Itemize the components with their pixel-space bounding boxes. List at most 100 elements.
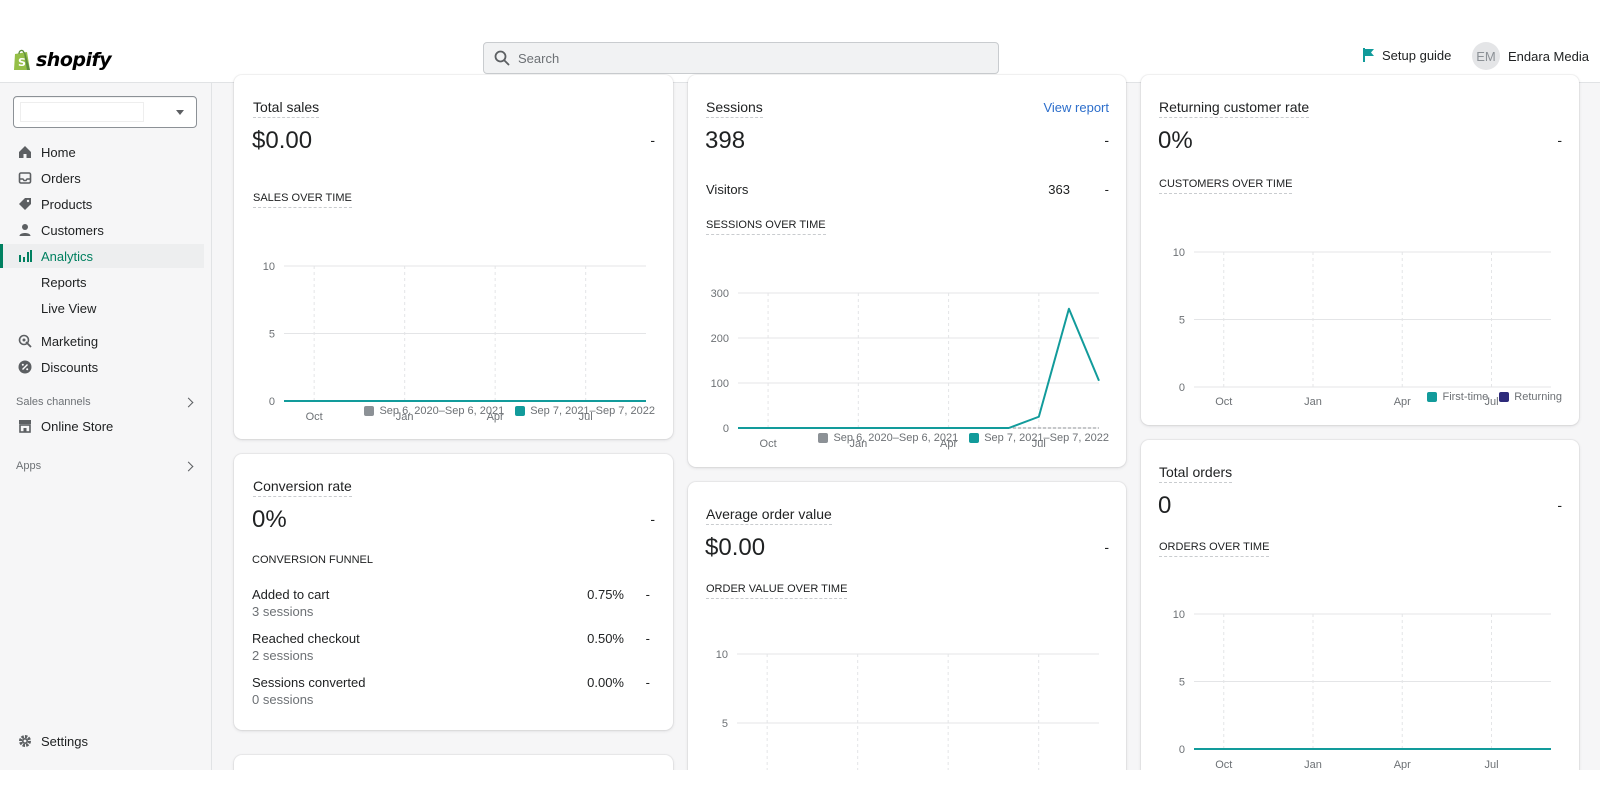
sales-channels-section[interactable]: Sales channels: [16, 396, 196, 408]
funnel-row: Reached checkout 2 sessions 0.50% -: [252, 631, 650, 663]
sidebar-subitem-live-view[interactable]: Live View: [0, 296, 204, 320]
sidebar-item-label: Analytics: [41, 249, 93, 264]
setup-guide-button[interactable]: Setup guide: [1362, 47, 1451, 63]
shopify-logo[interactable]: S shopify: [12, 45, 111, 75]
legend-swatch: [818, 433, 828, 443]
sidebar-item-customers[interactable]: Customers: [0, 218, 204, 242]
sidebar-item-label: Reports: [41, 275, 87, 290]
total-sales-card: Total sales $0.00 - SALES OVER TIME 0 5 10…: [234, 75, 673, 439]
store-name-placeholder: [20, 102, 144, 122]
orders-icon: [17, 170, 33, 186]
apps-section[interactable]: Apps: [16, 460, 196, 472]
x-tick-label: Oct: [1215, 396, 1232, 408]
sidebar-item-label: Home: [41, 145, 76, 160]
legend-label: First-time: [1442, 391, 1488, 403]
legend-label: Returning: [1514, 391, 1562, 403]
sidebar-item-analytics[interactable]: Analytics: [0, 244, 204, 268]
sidebar-item-label: Settings: [41, 734, 88, 749]
funnel-row-percent: 0.00%: [587, 675, 624, 690]
store-icon: [17, 418, 33, 434]
chevron-right-icon: [184, 397, 194, 407]
sidebar-item-label: Marketing: [41, 334, 98, 349]
marketing-icon: [17, 333, 33, 349]
tag-icon: [17, 196, 33, 212]
gear-icon: [17, 733, 33, 749]
sales-channels-label: Sales channels: [16, 396, 91, 408]
sidebar-item-label: Live View: [41, 301, 96, 316]
funnel-row-percent: 0.50%: [587, 631, 624, 646]
flag-icon: [1362, 47, 1376, 63]
search-input[interactable]: [518, 51, 978, 66]
sidebar-item-label: Products: [41, 197, 92, 212]
x-tick-label: Oct: [760, 438, 777, 450]
caret-down-icon: [176, 110, 184, 115]
user-name: Endara Media: [1508, 49, 1589, 64]
chart-legend: Sep 6, 2020–Sep 6, 2021 Sep 7, 2021–Sep …: [364, 405, 655, 417]
user-menu[interactable]: EM Endara Media: [1472, 42, 1589, 70]
legend-swatch: [969, 433, 979, 443]
returning-customer-card: Returning customer rate 0% - CUSTOMERS O…: [1141, 75, 1579, 425]
setup-guide-label: Setup guide: [1382, 48, 1451, 63]
legend-swatch: [1427, 392, 1437, 402]
apps-label: Apps: [16, 460, 41, 472]
y-tick-label: 10: [1173, 247, 1185, 259]
x-tick-label: Oct: [306, 411, 323, 423]
store-selector[interactable]: [13, 96, 197, 128]
x-tick-label: Apr: [1394, 396, 1411, 408]
sidebar-subitem-reports[interactable]: Reports: [0, 270, 204, 294]
customers-over-time-chart: 0 5 10 Oct Jan Apr Jul: [1141, 75, 1579, 425]
funnel-row-dash: -: [646, 587, 650, 602]
sidebar-item-orders[interactable]: Orders: [0, 166, 204, 190]
legend-label: Sep 6, 2020–Sep 6, 2021: [379, 405, 504, 417]
y-tick-label: 0: [1179, 382, 1185, 394]
sidebar-item-products[interactable]: Products: [0, 192, 204, 216]
card-title[interactable]: Conversion rate: [253, 478, 352, 497]
x-tick-label: Apr: [1394, 759, 1411, 770]
legend-swatch: [1499, 392, 1509, 402]
funnel-row-dash: -: [646, 675, 650, 690]
funnel-row: Sessions converted 0 sessions 0.00% -: [252, 675, 650, 707]
x-tick-label: Jan: [1304, 396, 1322, 408]
sidebar-item-marketing[interactable]: Marketing: [0, 329, 204, 353]
y-tick-label: 0: [269, 396, 275, 408]
sidebar-item-home[interactable]: Home: [0, 140, 204, 164]
funnel-row-percent: 0.75%: [587, 587, 624, 602]
legend-label: Sep 6, 2020–Sep 6, 2021: [833, 432, 958, 444]
funnel-title: CONVERSION FUNNEL: [252, 554, 373, 569]
shopify-bag-icon: S: [12, 48, 32, 72]
svg-text:S: S: [18, 56, 26, 69]
chart-legend: First-time Returning: [1427, 391, 1562, 403]
funnel-row-sessions: 2 sessions: [252, 648, 650, 663]
sidebar-item-label: Discounts: [41, 360, 98, 375]
y-tick-label: 5: [1179, 677, 1185, 689]
bar-chart-icon: [17, 248, 33, 264]
legend-swatch: [364, 406, 374, 416]
sidebar-item-label: Customers: [41, 223, 104, 238]
sessions-card: Sessions View report 398 - Visitors 363 …: [688, 75, 1126, 467]
sales-over-time-chart: 0510Oct Jan Apr Jul: [234, 75, 673, 439]
funnel-row-dash: -: [646, 631, 650, 646]
y-tick-label: 10: [1173, 609, 1185, 621]
search-bar[interactable]: [483, 42, 999, 74]
sidebar-item-label: Orders: [41, 171, 81, 186]
y-tick-label: 5: [722, 718, 728, 730]
conversion-rate-card: Conversion rate 0% - CONVERSION FUNNEL A…: [234, 454, 673, 730]
sidebar-item-settings[interactable]: Settings: [0, 729, 204, 753]
funnel-row: Added to cart 3 sessions 0.75% -: [252, 587, 650, 619]
funnel-row-sessions: 3 sessions: [252, 604, 650, 619]
total-orders-card: Total orders 0 - ORDERS OVER TIME 0 5 10 Oc…: [1141, 440, 1579, 770]
y-tick-label: 200: [711, 333, 729, 345]
x-tick-label: Oct: [1215, 759, 1232, 770]
home-icon: [17, 144, 33, 160]
sidebar-item-online-store[interactable]: Online Store: [0, 414, 204, 438]
sidebar-item-discounts[interactable]: Discounts: [0, 355, 204, 379]
y-tick-label: 300: [711, 288, 729, 300]
y-tick-label: 0: [723, 423, 729, 435]
chevron-right-icon: [184, 461, 194, 471]
y-tick-label: 10: [263, 261, 275, 273]
x-tick-label: Jul: [1484, 759, 1498, 770]
y-tick-label: 0: [1179, 744, 1185, 756]
y-tick-label: 10: [716, 649, 728, 661]
brand-name: shopify: [36, 49, 111, 71]
